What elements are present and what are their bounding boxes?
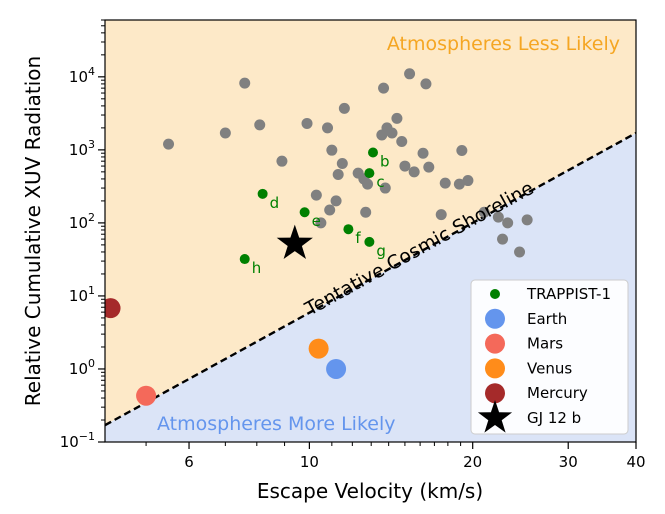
exoplanet-point bbox=[514, 246, 526, 258]
exoplanet-point bbox=[310, 189, 322, 201]
exoplanet-point bbox=[326, 144, 338, 156]
mars-point bbox=[136, 385, 157, 406]
trappist-label-h: h bbox=[252, 259, 262, 277]
exoplanet-point bbox=[423, 161, 435, 173]
exoplanet-point bbox=[439, 177, 451, 189]
exoplanet-point bbox=[502, 217, 514, 229]
y-tick-label: 104 bbox=[69, 65, 95, 86]
plot-frame bbox=[104, 19, 637, 443]
legend-marker-mars bbox=[485, 333, 505, 354]
exoplanet-point bbox=[435, 209, 447, 221]
exoplanet-point bbox=[478, 206, 490, 218]
exoplanet-point bbox=[315, 217, 327, 229]
venus-point bbox=[308, 338, 329, 359]
legend-label-trappist-1: TRAPPIST-1 bbox=[526, 285, 611, 303]
exoplanet-point bbox=[239, 77, 251, 89]
exoplanet-point bbox=[456, 145, 468, 157]
exoplanet-point bbox=[219, 127, 231, 139]
exoplanet-point bbox=[360, 206, 372, 218]
exoplanet-point bbox=[396, 136, 408, 148]
trappist-point-h bbox=[239, 254, 250, 265]
x-tick-label: 10 bbox=[300, 453, 319, 471]
trappist-label-d: d bbox=[270, 194, 280, 212]
y-tick-label: 103 bbox=[69, 138, 95, 159]
legend-marker-earth bbox=[485, 308, 505, 329]
exoplanet-point bbox=[462, 175, 474, 187]
data-marks: bc d e fg h bbox=[105, 68, 533, 406]
exoplanet-point bbox=[338, 102, 350, 114]
legend-label-earth: Earth bbox=[527, 310, 567, 328]
exoplanet-point bbox=[492, 211, 504, 223]
trappist-label-g: g bbox=[376, 242, 386, 260]
y-tick-label: 10−1 bbox=[60, 430, 95, 451]
exoplanet-point bbox=[386, 127, 398, 139]
x-axis: 6 10 20 30 40 bbox=[145, 442, 646, 471]
exoplanet-point bbox=[276, 155, 288, 167]
exoplanet-point bbox=[163, 138, 175, 150]
exoplanet-point bbox=[404, 68, 416, 80]
legend-marker-venus bbox=[485, 358, 505, 379]
x-axis-label: Escape Velocity (km/s) bbox=[257, 479, 483, 503]
legend-label-venus: Venus bbox=[527, 359, 572, 377]
exoplanet-point bbox=[301, 117, 313, 129]
y-tick-label: 100 bbox=[69, 357, 95, 378]
exoplanet-point bbox=[330, 195, 342, 207]
x-tick-label: 20 bbox=[463, 453, 482, 471]
trappist-point-c bbox=[364, 168, 375, 179]
trappist-point-e bbox=[299, 207, 310, 218]
x-tick-label: 6 bbox=[184, 453, 194, 471]
trappist-label-b: b bbox=[380, 153, 390, 171]
exoplanet-point bbox=[497, 233, 509, 245]
region-less-likely bbox=[105, 20, 636, 426]
legend-marker-trappist-1 bbox=[490, 289, 500, 299]
mercury-point bbox=[105, 298, 121, 319]
legend-label-mars: Mars bbox=[527, 335, 563, 353]
earth-point bbox=[326, 358, 347, 379]
x-tick-label: 40 bbox=[626, 453, 645, 471]
trappist-label-e: e bbox=[312, 212, 321, 230]
exoplanet-point bbox=[417, 147, 429, 159]
legend-label-mercury: Mercury bbox=[527, 384, 588, 402]
y-axis-label: Relative Cumulative XUV Radiation bbox=[21, 56, 45, 406]
exoplanet-point bbox=[336, 158, 348, 170]
trappist-point-g bbox=[364, 236, 375, 247]
legend-label-gj-12-b: GJ 12 b bbox=[527, 409, 581, 427]
exoplanet-point bbox=[521, 214, 533, 226]
trappist-point-b bbox=[368, 147, 379, 158]
exoplanet-point bbox=[378, 82, 390, 94]
legend-box bbox=[470, 279, 629, 435]
exoplanet-point bbox=[362, 178, 374, 190]
exoplanet-point bbox=[332, 168, 344, 180]
shoreline-line bbox=[105, 131, 636, 427]
exoplanet-point bbox=[322, 122, 334, 134]
trappist-point-d bbox=[257, 188, 268, 199]
exoplanet-point bbox=[420, 78, 432, 90]
trappist-point-f bbox=[343, 224, 354, 235]
y-tick-label: 102 bbox=[69, 211, 95, 232]
trappist-label-f: f bbox=[355, 229, 361, 247]
legend-marker-mercury bbox=[485, 383, 505, 404]
exoplanet-point bbox=[324, 204, 336, 216]
region-label-more-likely: Atmospheres More Likely bbox=[157, 413, 396, 435]
exoplanet-point bbox=[399, 160, 411, 172]
exoplanet-point bbox=[254, 119, 266, 131]
y-axis: 10−1 100 101 102 103 104 bbox=[60, 19, 105, 451]
trappist-label-c: c bbox=[376, 173, 384, 191]
exoplanet-point bbox=[453, 178, 465, 190]
exoplanet-point bbox=[379, 182, 391, 194]
exoplanet-point bbox=[391, 112, 403, 124]
legend-marker-gj-12-b bbox=[477, 400, 513, 433]
x-tick-label: 30 bbox=[559, 453, 578, 471]
gj12b-star bbox=[276, 224, 313, 259]
legend: TRAPPIST-1 Earth Mars Venus Mercury GJ 12 b bbox=[470, 279, 629, 435]
y-tick-label: 101 bbox=[69, 284, 95, 305]
exoplanet-point bbox=[408, 166, 420, 178]
region-label-less-likely: Atmospheres Less Likely bbox=[387, 33, 620, 55]
